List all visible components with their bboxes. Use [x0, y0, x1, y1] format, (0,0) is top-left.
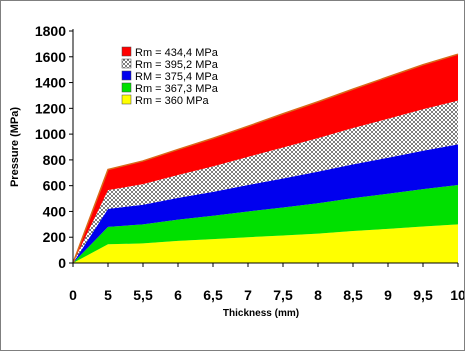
legend-label: RM = 375,4 MPa [135, 71, 219, 83]
x-tick-label: 5,5 [133, 287, 153, 303]
y-tick-label: 600 [43, 178, 67, 194]
axes [72, 29, 458, 264]
legend-swatch [121, 82, 132, 93]
stacked-areas [72, 53, 459, 264]
area-series-3 [73, 144, 458, 263]
legend-swatch [121, 58, 132, 69]
x-axis-ticks: 0 5 5,5 6 6,5 7 7,5 8 8,5 9 9,5 10 [69, 263, 465, 303]
legend-label: Rm = 434,4 MPa [135, 47, 219, 59]
y-axis-title: Pressure (MPa) [9, 107, 21, 187]
top-outline [72, 53, 459, 264]
area-series-4 [73, 100, 458, 263]
legend-label: Rm = 395,2 MPa [135, 59, 219, 71]
y-tick-label: 1000 [35, 126, 66, 142]
x-axis-title: Thickness (mm) [223, 308, 299, 319]
legend-swatch [121, 94, 132, 105]
x-tick-label: 8 [314, 287, 322, 303]
x-tick-label: 7 [244, 287, 252, 303]
y-axis-ticks: 0 200 400 600 800 1000 1200 1400 1600 1800 [35, 23, 73, 271]
x-tick-label: 0 [69, 287, 77, 303]
legend-swatch [121, 46, 132, 57]
legend-swatch [121, 70, 132, 81]
x-tick-label: 8,5 [343, 287, 363, 303]
y-tick-label: 1200 [35, 100, 66, 116]
x-tick-label: 6 [174, 287, 182, 303]
y-tick-label: 1600 [35, 49, 66, 65]
y-tick-label: 1400 [35, 75, 66, 91]
y-tick-label: 800 [43, 152, 67, 168]
y-tick-label: 1800 [35, 23, 66, 39]
y-tick-label: 200 [43, 229, 67, 245]
x-tick-label: 6,5 [203, 287, 223, 303]
area-series-1 [73, 224, 458, 263]
legend-label: Rm = 367,3 MPa [135, 83, 219, 95]
x-tick-label: 5 [104, 287, 112, 303]
x-tick-label: 9 [384, 287, 392, 303]
area-series-5 [73, 54, 458, 264]
x-tick-label: 7,5 [273, 287, 293, 303]
y-tick-label: 0 [58, 255, 66, 271]
area-chart: 0 200 400 600 800 1000 1200 1400 1600 1800 0 5 5,5 6… [9, 23, 465, 319]
legend-label: Rm = 360 MPa [135, 95, 210, 107]
x-tick-label: 9,5 [413, 287, 433, 303]
y-tick-label: 400 [43, 203, 67, 219]
area-series-2 [73, 185, 458, 263]
x-tick-label: 10 [450, 287, 464, 303]
